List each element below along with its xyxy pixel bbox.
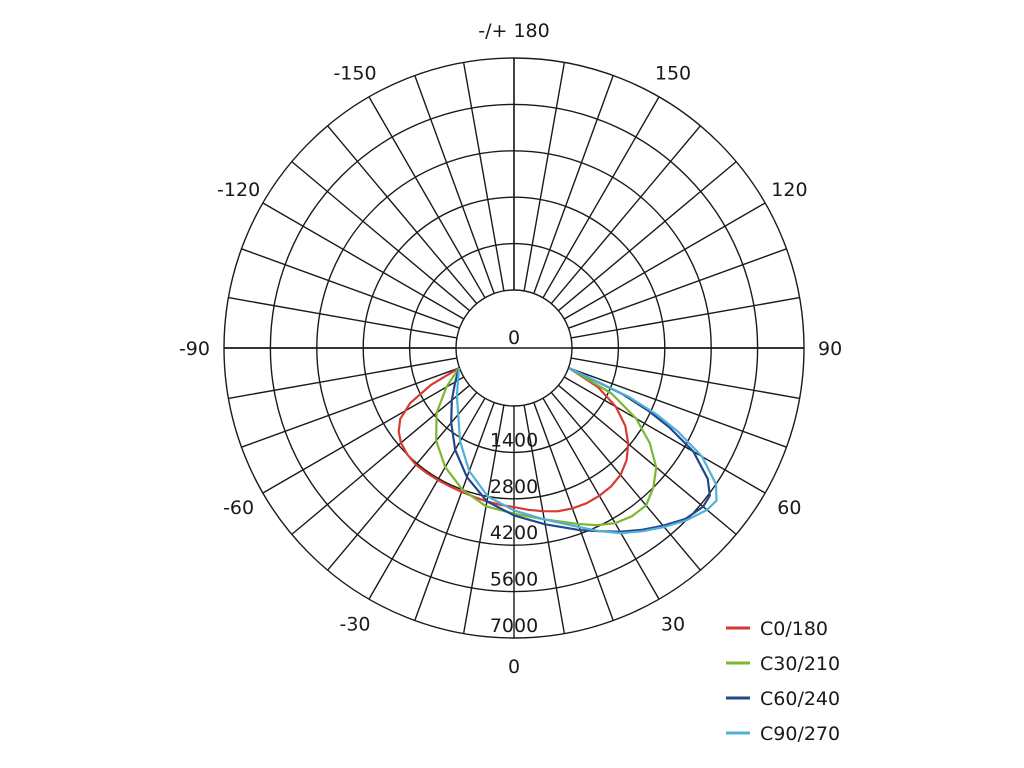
angle-tick-label: -150 <box>333 63 376 85</box>
angle-tick-label: 90 <box>818 338 842 360</box>
angle-tick-label: 60 <box>777 497 801 519</box>
grid-spoke <box>563 202 766 320</box>
grid-spoke <box>262 376 465 494</box>
legend-label: C30/210 <box>760 653 840 675</box>
legend: C0/180 C30/210 C60/240 C90/270 <box>726 618 840 745</box>
radial-tick-label: 2800 <box>490 476 538 498</box>
grid-spoke <box>550 125 701 305</box>
radial-labels: 0 1400 2800 4200 5600 7000 <box>490 327 538 637</box>
grid-spoke <box>228 296 458 339</box>
intensity-curves <box>397 367 718 535</box>
grid-spoke <box>241 248 460 329</box>
grid-spoke <box>542 397 660 600</box>
radial-tick-label: 4200 <box>490 522 538 544</box>
series-curve <box>455 367 718 535</box>
grid-spoke <box>568 367 787 448</box>
legend-label: C90/270 <box>760 723 840 745</box>
series-curve <box>435 367 658 527</box>
series-curve <box>450 367 711 533</box>
grid-spoke <box>291 161 471 312</box>
legend-label: C60/240 <box>760 688 840 710</box>
grid-spoke <box>327 391 478 571</box>
grid-spoke <box>414 402 495 621</box>
radial-tick-label: 5600 <box>490 569 538 591</box>
radial-tick-label: 7000 <box>490 615 538 637</box>
grid-spoke <box>462 62 505 292</box>
grid-spoke <box>568 248 787 329</box>
grid-spoke <box>241 367 460 448</box>
grid-spoke <box>228 357 458 400</box>
grid-spoke <box>462 404 505 634</box>
radial-tick-label: 0 <box>508 327 520 349</box>
angle-tick-label: -120 <box>217 179 260 201</box>
angle-tick-label: 150 <box>655 63 691 85</box>
grid-spoke <box>327 125 478 305</box>
angle-tick-label: 30 <box>661 613 685 635</box>
grid-spoke <box>523 62 566 292</box>
grid-spoke <box>570 296 800 339</box>
angle-tick-label: -30 <box>339 613 370 635</box>
angle-tick-label: 0 <box>508 656 520 678</box>
grid-spoke <box>550 391 701 571</box>
grid-spoke <box>563 376 766 494</box>
grid-spoke <box>533 75 614 294</box>
grid-spoke <box>291 384 471 535</box>
angle-tick-label: -/+ 180 <box>478 20 549 42</box>
angle-labels: -/+ 180 150 -150 120 -120 90 -90 60 -60 30 -30 0 <box>179 20 842 678</box>
grid-spoke <box>414 75 495 294</box>
grid-spoke <box>262 202 465 320</box>
angle-tick-label: 120 <box>771 179 807 201</box>
grid-spoke <box>368 96 486 299</box>
legend-label: C0/180 <box>760 618 828 640</box>
grid-spoke <box>533 402 614 621</box>
grid-spoke <box>570 357 800 400</box>
grid-spoke <box>542 96 660 299</box>
grid-spoke <box>368 397 486 600</box>
angle-tick-label: -90 <box>179 338 210 360</box>
grid-spoke <box>557 161 737 312</box>
angle-tick-label: -60 <box>223 497 254 519</box>
radial-tick-label: 1400 <box>490 429 538 451</box>
